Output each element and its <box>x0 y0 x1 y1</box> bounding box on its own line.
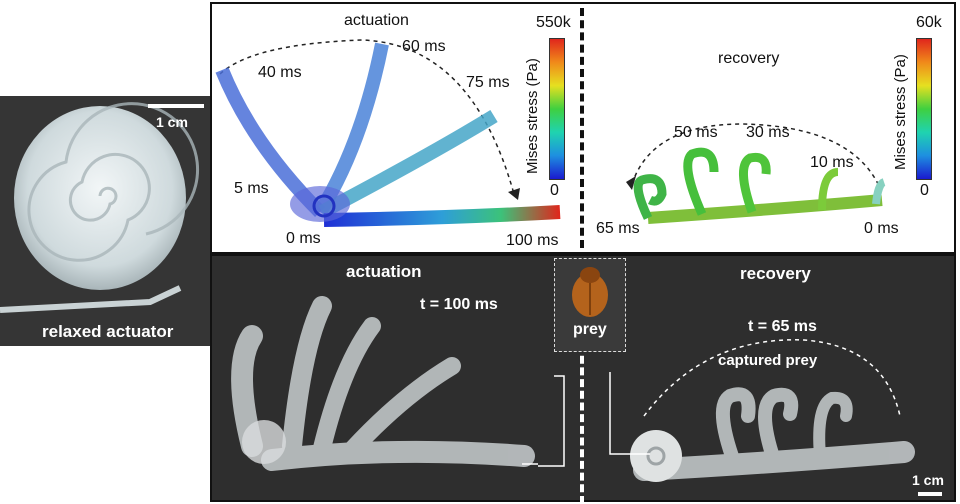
simulation-panel: actuation 40 ms 60 ms 75 ms 5 ms 0 ms 10… <box>210 2 956 254</box>
relaxed-actuator-photo: 1 cm relaxed actuator <box>0 96 210 346</box>
actuation-colorbar-title: Mises stress (Pa) <box>524 58 541 174</box>
recovery-colorbar-title: Mises stress (Pa) <box>892 54 909 170</box>
actuation-colorbar <box>549 38 565 180</box>
time-label-5ms: 5 ms <box>234 180 269 197</box>
relaxed-actuator-image <box>0 102 200 313</box>
actuation-simulation-image <box>215 39 561 227</box>
actuation-experiment-title: actuation <box>346 262 422 281</box>
recovery-colorbar-max: 60k <box>916 14 942 31</box>
recovery-experiment-image <box>609 339 915 482</box>
experiment-panel: prey actuation t = 100 ms recovery t = 6… <box>210 254 956 504</box>
experiment-scale-label: 1 cm <box>912 472 944 488</box>
time-label-65ms: 65 ms <box>596 220 640 237</box>
recovery-experiment-title: recovery <box>740 264 811 283</box>
photo-caption: relaxed actuator <box>42 322 174 341</box>
scale-bar <box>148 104 204 108</box>
recovery-colorbar <box>916 38 932 180</box>
prey-inset: prey <box>554 258 626 352</box>
actuation-title: actuation <box>344 12 409 29</box>
time-label-60ms: 60 ms <box>402 38 446 55</box>
captured-prey-label: captured prey <box>718 352 818 369</box>
scale-label: 1 cm <box>156 114 188 130</box>
time-label-40ms: 40 ms <box>258 64 302 81</box>
experiment-divider <box>580 344 584 504</box>
time-label-10ms: 10 ms <box>810 154 854 171</box>
panel-divider <box>580 8 584 248</box>
actuation-experiment-image <box>231 296 565 471</box>
time-label-100ms: 100 ms <box>506 232 559 249</box>
actuation-colorbar-min: 0 <box>550 182 559 199</box>
time-label-0ms-recovery: 0 ms <box>864 220 899 237</box>
actuation-colorbar-max: 550k <box>536 14 571 31</box>
time-label-0ms: 0 ms <box>286 230 321 247</box>
recovery-colorbar-min: 0 <box>920 182 929 199</box>
time-label-50ms: 50 ms <box>674 124 718 141</box>
recovery-title: recovery <box>718 50 780 67</box>
experiment-scale-bar <box>918 492 942 496</box>
prey-label: prey <box>573 321 607 338</box>
actuation-time-label: t = 100 ms <box>420 296 498 313</box>
time-label-30ms: 30 ms <box>746 124 790 141</box>
recovery-simulation-image <box>626 123 886 224</box>
recovery-time-label: t = 65 ms <box>748 318 817 335</box>
beetle-image <box>572 267 608 317</box>
time-label-75ms: 75 ms <box>466 74 510 91</box>
